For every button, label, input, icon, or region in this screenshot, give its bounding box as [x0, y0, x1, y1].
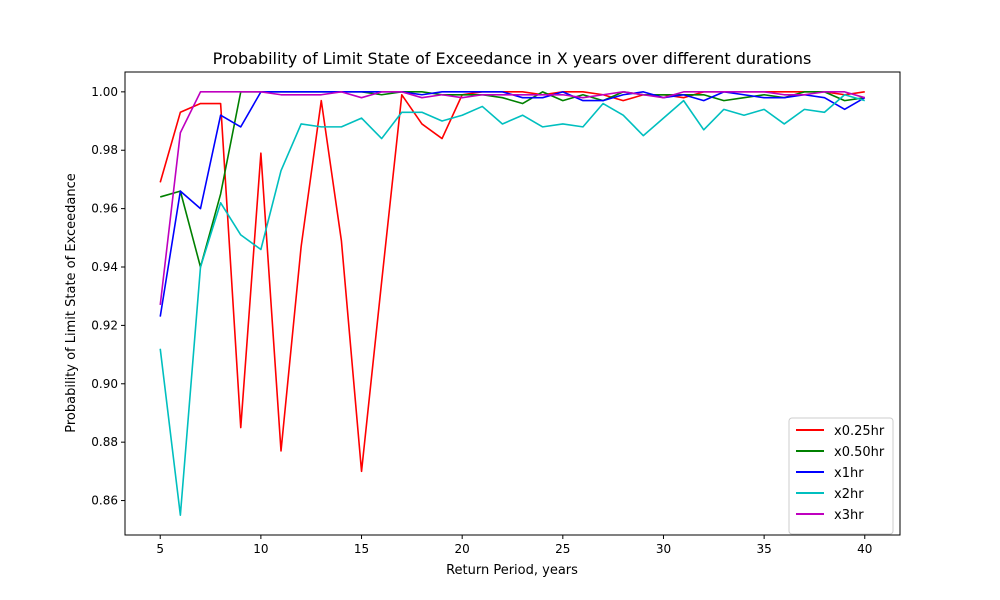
- legend-label: x3hr: [834, 508, 864, 523]
- y-tick-label: 0.92: [91, 318, 118, 332]
- y-tick-label: 0.90: [91, 377, 118, 391]
- x-tick-label: 20: [455, 542, 470, 556]
- x-axis: 5 10 15 20 25 30 35 40: [156, 535, 872, 556]
- y-tick-label: 0.88: [91, 435, 118, 449]
- legend-box: [788, 417, 894, 535]
- x-tick-label: 25: [555, 542, 570, 556]
- chart-title: Probability of Limit State of Exceedance…: [213, 49, 812, 68]
- series-line-3: [159, 93, 865, 516]
- y-axis-label: Probability of Limit State of Exceedance: [64, 173, 79, 433]
- legend-label: x2hr: [834, 487, 864, 502]
- x-tick-label: 10: [253, 542, 268, 556]
- x-tick-label: 15: [354, 542, 369, 556]
- series-line-1: [160, 91, 865, 268]
- x-tick-label: 40: [857, 542, 872, 556]
- y-tick-label: 0.94: [91, 260, 118, 274]
- legend-label: x1hr: [834, 466, 864, 481]
- plot-lines: [159, 91, 866, 516]
- y-tick-label: 0.96: [91, 202, 118, 216]
- legend-label: x0.25hr: [834, 424, 885, 439]
- series-line-0: [159, 91, 865, 473]
- series-line-2: [159, 91, 866, 317]
- y-tick-label: 1.00: [91, 85, 118, 99]
- y-tick-label: 0.98: [91, 143, 118, 157]
- x-tick-label: 5: [156, 542, 164, 556]
- x-tick-label: 35: [756, 542, 771, 556]
- legend: x0.25hr x0.50hr x1hr x2hr x3hr: [788, 417, 894, 535]
- series-line-4: [159, 91, 865, 306]
- x-tick-label: 30: [656, 542, 671, 556]
- legend-label: x0.50hr: [834, 445, 885, 460]
- y-tick-label: 0.86: [91, 494, 118, 508]
- y-axis: 0.86 0.88 0.90 0.92 0.94 0.96 0.98 1.00: [91, 85, 125, 508]
- plot-frame: [124, 71, 901, 536]
- x-axis-label: Return Period, years: [446, 563, 578, 578]
